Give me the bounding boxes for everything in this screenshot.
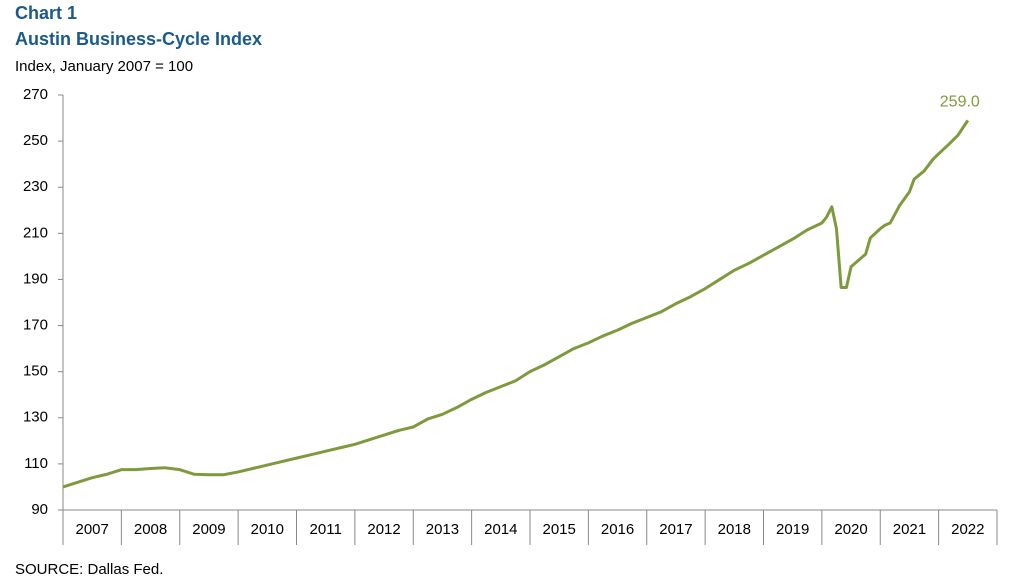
- y-tick-label: 130: [23, 409, 48, 426]
- y-tick-label: 250: [23, 132, 48, 149]
- x-tick-label: 2008: [134, 521, 167, 538]
- y-tick-label: 230: [23, 178, 48, 195]
- x-tick-label: 2011: [310, 521, 342, 538]
- x-tick-label: 2013: [426, 521, 459, 538]
- x-tick-label: 2017: [659, 521, 692, 538]
- x-tick-label: 2012: [367, 521, 400, 538]
- y-tick-label: 270: [23, 86, 48, 103]
- x-tick-label: 2022: [951, 521, 984, 538]
- y-tick-label: 110: [24, 455, 48, 472]
- y-tick-label: 90: [31, 501, 48, 518]
- chart-subtitle: Austin Business-Cycle Index: [15, 29, 262, 49]
- y-axis-label: Index, January 2007 = 100: [15, 58, 193, 75]
- x-tick-label: 2010: [251, 521, 284, 538]
- x-tick-label: 2021: [893, 521, 926, 538]
- y-tick-label: 170: [23, 317, 48, 334]
- y-tick-label: 150: [23, 363, 48, 380]
- y-tick-label: 190: [23, 270, 48, 287]
- x-tick-label: 2020: [834, 521, 867, 538]
- x-tick-label: 2016: [601, 521, 634, 538]
- x-tick-label: 2007: [76, 521, 109, 538]
- data-label: 259.0: [940, 94, 980, 111]
- x-tick-label: 2014: [484, 521, 517, 538]
- source: SOURCE: Dallas Fed.: [15, 561, 163, 578]
- x-tick-label: 2018: [718, 521, 751, 538]
- y-tick-label: 210: [23, 224, 48, 241]
- line: [62, 119, 970, 489]
- x-tick-label: 2009: [192, 521, 225, 538]
- x-tick-label: 2015: [543, 521, 576, 538]
- chart-title: Chart 1: [15, 3, 77, 23]
- x-tick-label: 2019: [776, 521, 809, 538]
